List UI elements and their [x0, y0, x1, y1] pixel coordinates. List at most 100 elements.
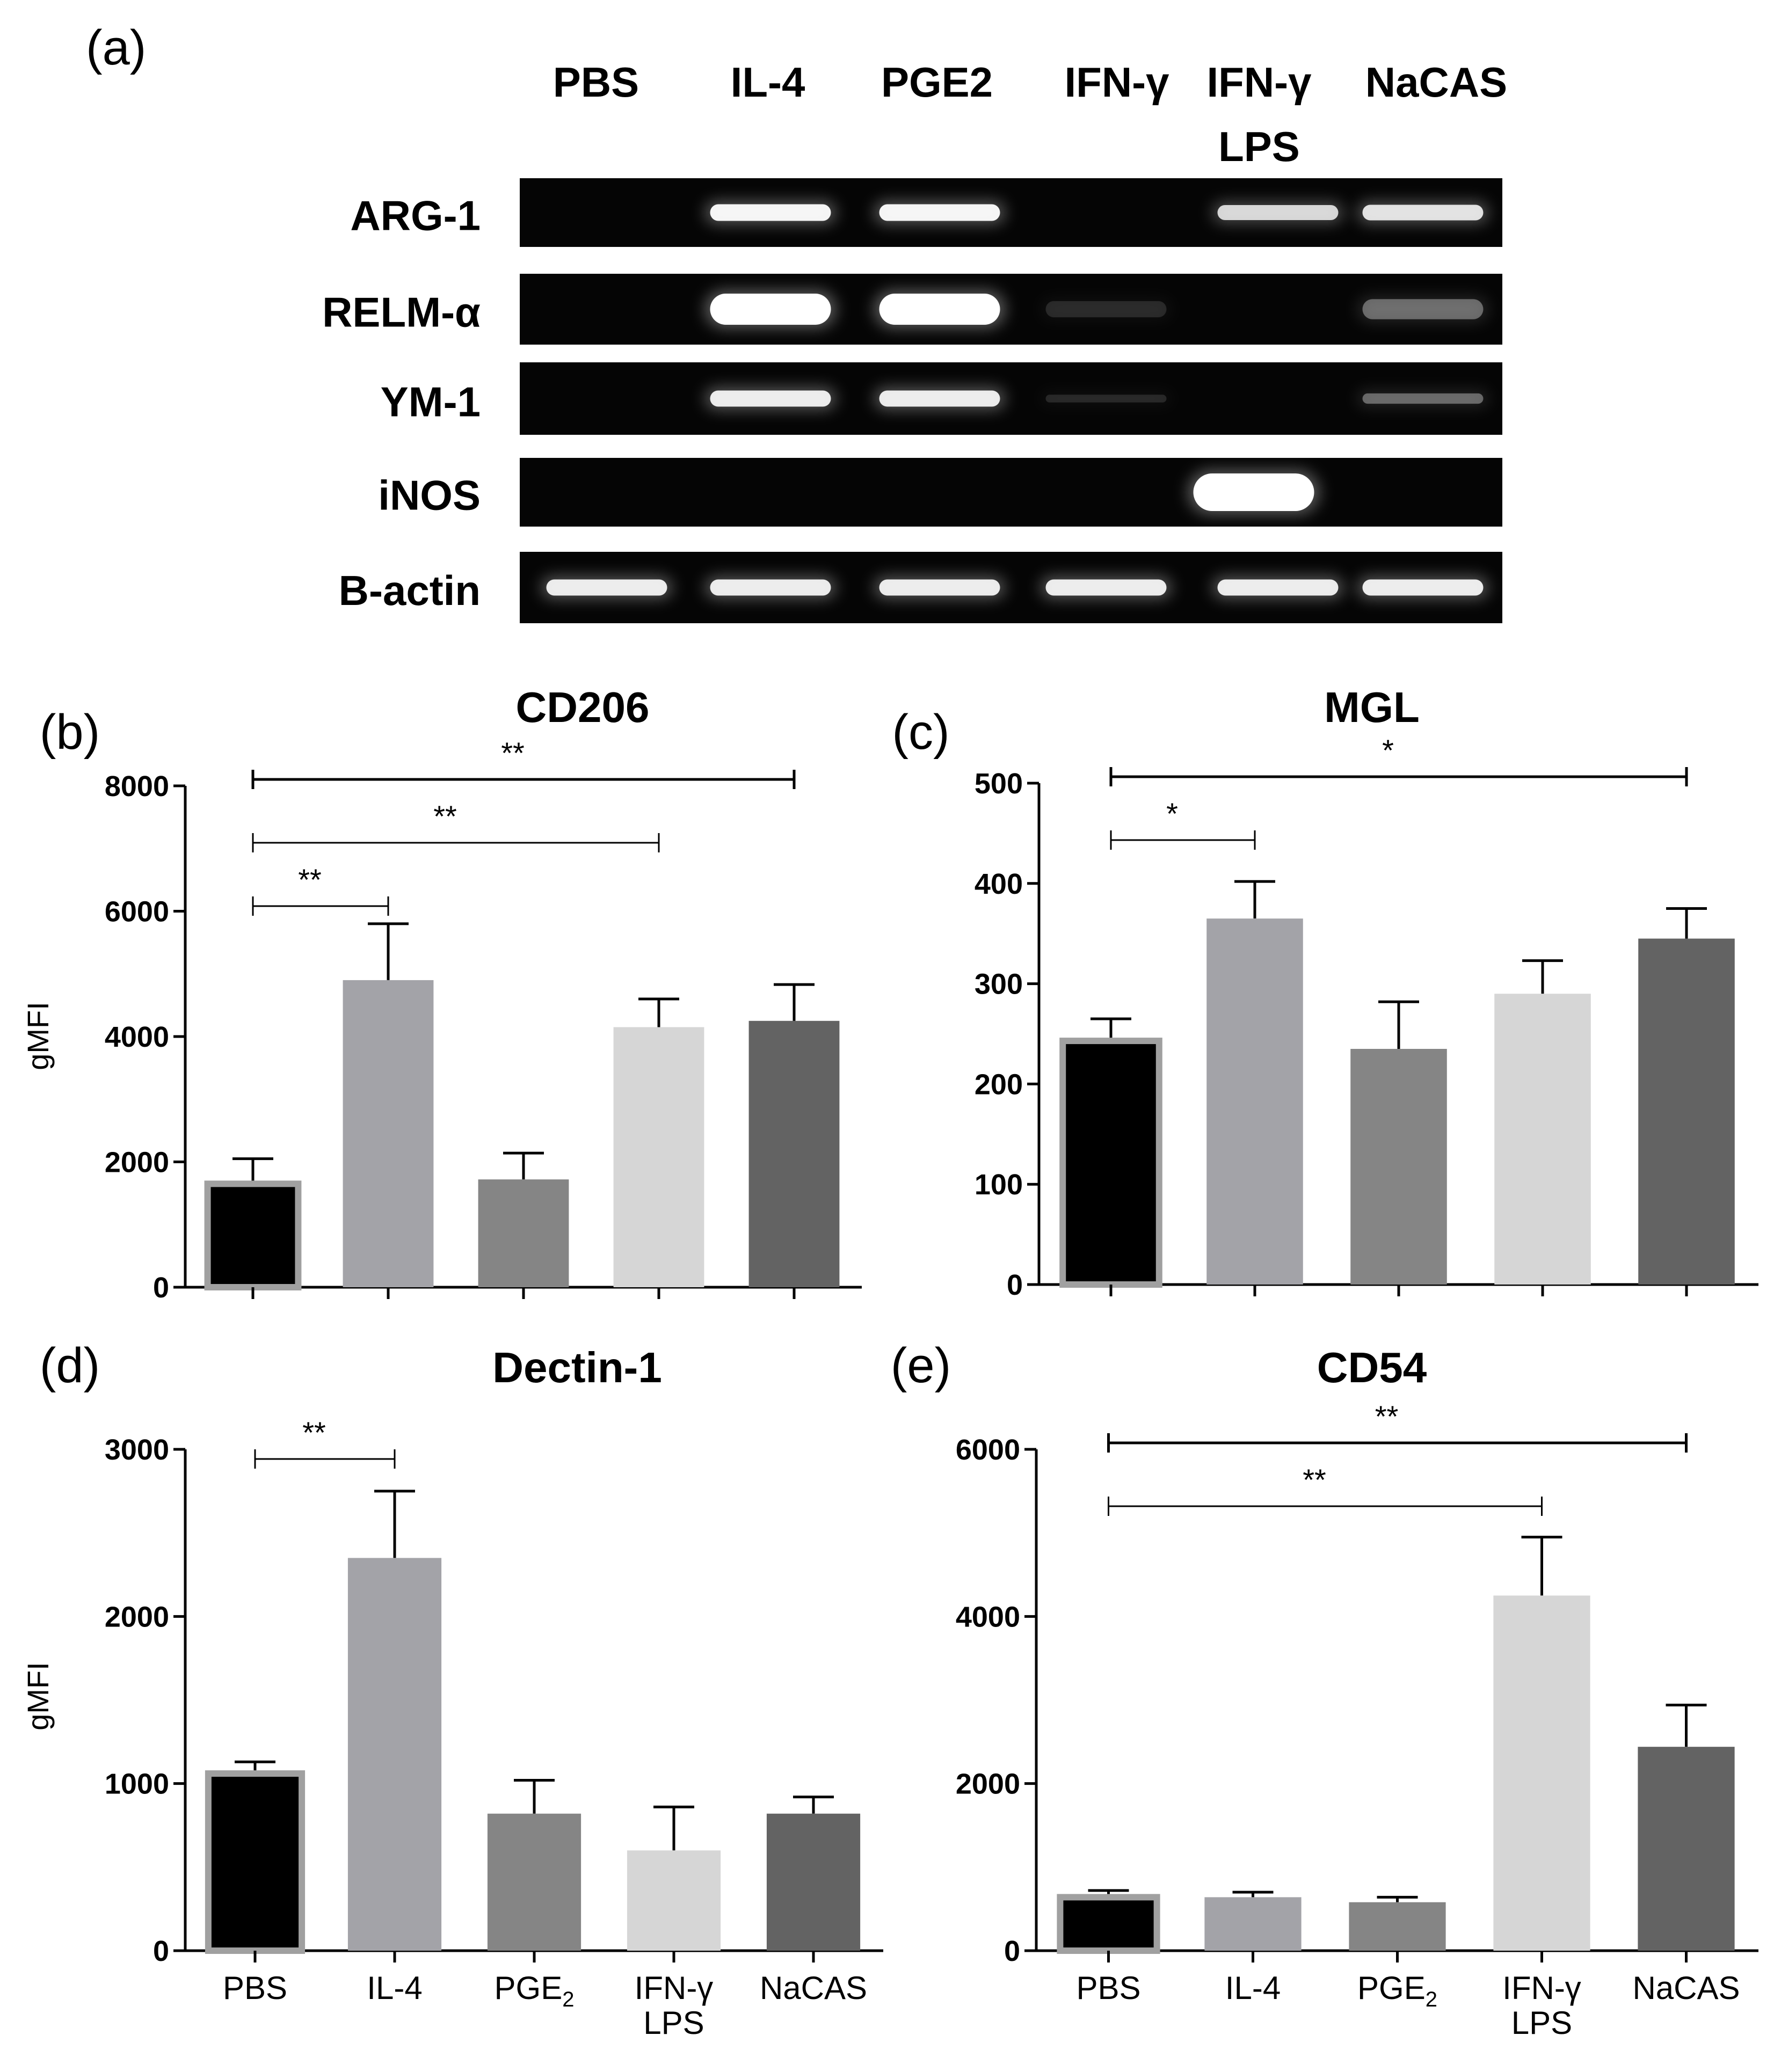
gel-band	[1362, 579, 1484, 596]
gel-band	[546, 579, 667, 596]
gel-band-glow	[1040, 391, 1172, 406]
gel-band-glow	[1357, 296, 1489, 323]
y-tick-label: 8000	[105, 770, 169, 802]
gel-strip	[520, 178, 1502, 247]
bar-pbs	[205, 1770, 306, 1954]
bar-il-4	[1204, 1897, 1302, 1951]
x-category-label: IL-4	[1225, 1970, 1281, 2006]
panel-label: (e)	[891, 1338, 951, 1393]
lane-label-2: PGE2	[881, 59, 993, 106]
significance-stars: **	[298, 863, 322, 896]
gel-band	[1362, 393, 1484, 404]
gel-band	[879, 204, 1000, 221]
y-tick-label: 0	[1007, 1269, 1023, 1301]
y-tick-label: 300	[975, 968, 1023, 1001]
gel-band	[1045, 301, 1167, 318]
y-tick-label: 1000	[105, 1768, 169, 1800]
y-tick-label: 6000	[956, 1434, 1020, 1466]
y-tick-label: 0	[153, 1272, 169, 1304]
chart-title: CD54	[1317, 1344, 1427, 1391]
bar-pbs	[204, 1180, 302, 1291]
x-category-label: PGE2	[1357, 1970, 1437, 2011]
bar-ifn-lps	[1493, 1595, 1590, 1951]
gel-band	[1045, 579, 1167, 596]
chart-title: CD206	[515, 683, 649, 731]
y-tick-label: 0	[153, 1935, 169, 1967]
chart-title: MGL	[1324, 683, 1420, 731]
x-category-label: IFN-γ	[1502, 1970, 1581, 2006]
lane-label-5: NaCAS	[1365, 59, 1507, 106]
x-category-label: IL-4	[367, 1970, 422, 2006]
gel-band	[1193, 473, 1314, 511]
x-category-label: PBS	[1076, 1970, 1140, 2006]
gel-band	[879, 294, 1000, 325]
bar-nacas	[1638, 1747, 1735, 1951]
y-tick-label: 500	[975, 768, 1023, 800]
y-axis-label: gMFI	[21, 1662, 55, 1731]
chart-mgl: (c) MGL 0 100 200 300 400 500 * *	[892, 683, 1758, 1301]
gene-label-b-actin: B-actin	[339, 567, 481, 614]
y-tick-label: 6000	[105, 896, 169, 928]
significance-stars: *	[1166, 797, 1178, 830]
gel-band	[710, 294, 831, 325]
bar-pbs	[1057, 1894, 1160, 1954]
significance-stars: **	[501, 736, 525, 770]
bar-il-4	[347, 1558, 442, 1951]
panel-label: (d)	[40, 1338, 100, 1393]
bar-ifn-lps	[627, 1850, 721, 1951]
gel-band	[1045, 395, 1167, 403]
gel-band	[1362, 205, 1484, 221]
chart-title: Dectin-1	[492, 1344, 662, 1391]
y-tick-label: 2000	[105, 1601, 169, 1633]
significance-stars: *	[1382, 733, 1394, 767]
panel-a-gel: (a) PBS IL-4 PGE2 IFN-γ IFN-γ LPS NaCAS ARG-1 REL…	[86, 20, 1507, 623]
y-axis-label: gMFI	[21, 1002, 55, 1070]
y-tick-label: 3000	[105, 1434, 169, 1466]
bar-pge2	[478, 1179, 569, 1287]
bar-pge2	[1349, 1902, 1446, 1951]
gel-band	[879, 390, 1000, 407]
gel-band-glow	[1040, 297, 1172, 321]
bar-pge2	[487, 1813, 581, 1951]
gel-band	[710, 390, 831, 407]
lane-label-1: IL-4	[731, 59, 805, 106]
y-tick-label: 4000	[956, 1601, 1020, 1633]
gel-band	[1217, 579, 1339, 596]
gene-label-relm-: RELM-α	[322, 289, 481, 336]
gel-band	[1362, 299, 1484, 319]
y-tick-label: 2000	[105, 1147, 169, 1179]
gel-strip	[520, 458, 1502, 527]
bar-il-4	[343, 980, 434, 1287]
bar-ifn-lps	[613, 1027, 704, 1287]
gel-strip	[520, 274, 1502, 345]
significance-stars: **	[1375, 1399, 1399, 1433]
lane-label-0: PBS	[553, 59, 639, 106]
gene-label-arg-1: ARG-1	[350, 192, 481, 239]
lane-sublabel-4: LPS	[1218, 123, 1300, 170]
bar-pbs	[1059, 1038, 1162, 1288]
significance-stars: **	[302, 1416, 326, 1449]
gel-strip	[520, 362, 1502, 435]
x-category-label: PBS	[223, 1970, 287, 2006]
significance-stars: **	[433, 799, 457, 833]
lane-label-4: IFN-γ	[1207, 59, 1312, 106]
panel-label-a: (a)	[86, 20, 146, 75]
lane-label-3: IFN-γ	[1065, 59, 1170, 106]
y-tick-label: 200	[975, 1068, 1023, 1100]
bar-pge2	[1350, 1049, 1447, 1285]
panel-label: (c)	[892, 705, 949, 760]
y-tick-label: 100	[975, 1169, 1023, 1201]
panel-label: (b)	[40, 705, 100, 760]
bar-nacas	[748, 1020, 840, 1287]
y-tick-label: 4000	[105, 1021, 169, 1053]
chart-dectin-1: (d) Dectin-1 gMFI 0 1000 2000 3000 PBS IL-4 PGE2 I…	[21, 1338, 883, 2041]
bar-il-4	[1206, 918, 1303, 1285]
gel-band	[710, 204, 831, 221]
y-tick-label: 2000	[956, 1768, 1020, 1800]
x-category-label: IFN-γ	[635, 1970, 714, 2006]
x-category-label: NaCAS	[1632, 1970, 1740, 2006]
gel-band	[710, 579, 831, 596]
gene-label-ym-1: YM-1	[381, 378, 481, 425]
